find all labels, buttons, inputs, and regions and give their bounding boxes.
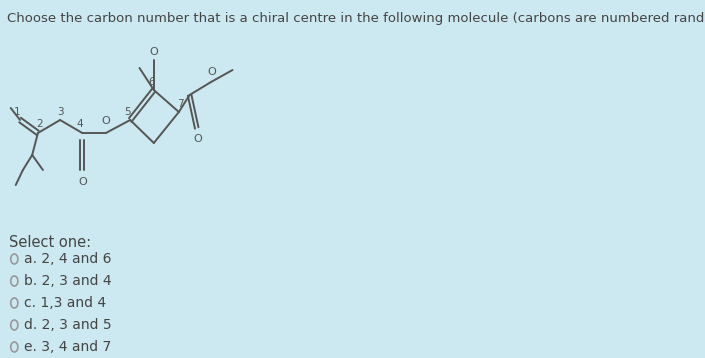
Text: Choose the carbon number that is a chiral centre in the following molecule (carb: Choose the carbon number that is a chira… xyxy=(7,12,705,25)
Text: 4: 4 xyxy=(77,119,83,129)
Text: e. 3, 4 and 7: e. 3, 4 and 7 xyxy=(23,340,111,354)
Text: O: O xyxy=(149,47,158,57)
Text: O: O xyxy=(78,177,87,187)
Text: 3: 3 xyxy=(57,107,63,117)
Text: c. 1,3 and 4: c. 1,3 and 4 xyxy=(23,296,106,310)
Text: 2: 2 xyxy=(36,119,43,129)
Text: b. 2, 3 and 4: b. 2, 3 and 4 xyxy=(23,274,111,288)
Text: a. 2, 4 and 6: a. 2, 4 and 6 xyxy=(23,252,111,266)
Text: 1: 1 xyxy=(14,107,20,117)
Text: O: O xyxy=(207,67,216,77)
Text: d. 2, 3 and 5: d. 2, 3 and 5 xyxy=(23,318,111,332)
Text: 5: 5 xyxy=(124,107,130,117)
Text: 6: 6 xyxy=(148,77,155,87)
Text: O: O xyxy=(194,134,202,144)
Text: Select one:: Select one: xyxy=(8,235,91,250)
Text: 7: 7 xyxy=(177,99,183,109)
Text: O: O xyxy=(102,116,110,126)
